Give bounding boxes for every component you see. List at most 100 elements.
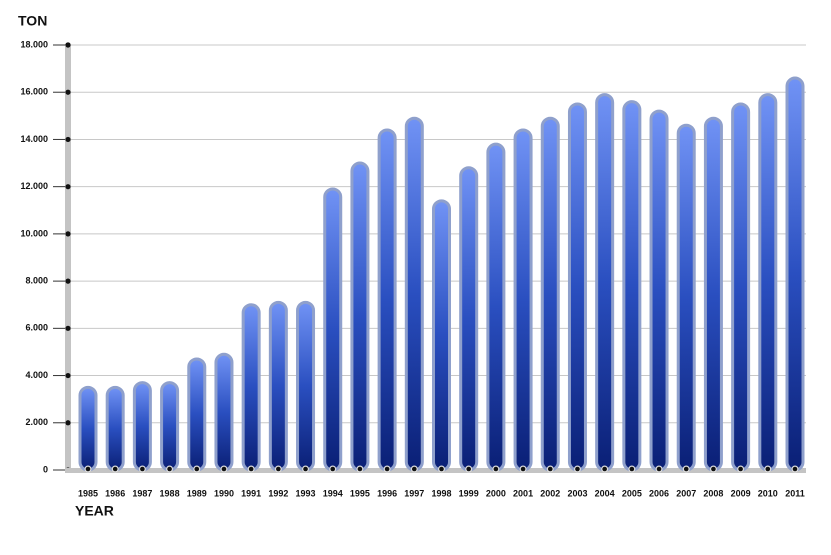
bar [241, 303, 261, 472]
base-dot [711, 466, 716, 472]
x-tick-label: 2003 [567, 488, 587, 498]
y-tick-label: 0 [43, 464, 48, 474]
base-dot [520, 466, 526, 472]
x-tick-label: 2009 [731, 488, 751, 498]
base-dot [276, 466, 281, 472]
base-dot [439, 466, 444, 472]
x-tick-label: 1990 [214, 488, 234, 498]
y-tick-label: 4.000 [25, 370, 48, 380]
base-dot [303, 466, 308, 472]
bar [187, 357, 207, 472]
base-dot [493, 466, 499, 472]
base-dot [330, 466, 336, 472]
base-dot [248, 466, 254, 472]
base-dot [140, 466, 145, 472]
x-tick-label: 2000 [486, 488, 506, 498]
y-tick-dot [65, 231, 71, 237]
base-dot [602, 466, 607, 472]
y-tick-label: 2.000 [25, 417, 48, 427]
bar [323, 187, 343, 472]
y-tick-dot [65, 89, 71, 95]
x-tick-label: 1999 [459, 488, 479, 498]
x-tick-label: 1995 [350, 488, 370, 498]
bar [486, 142, 506, 472]
x-tick-label: 1998 [431, 488, 451, 498]
base-dot [629, 466, 635, 472]
y-axis [65, 45, 71, 470]
x-tick-label: 2001 [513, 488, 533, 498]
base-dot [85, 466, 91, 472]
x-tick-label: 1991 [241, 488, 261, 498]
bar [703, 116, 723, 472]
y-tick-dot [65, 42, 71, 48]
y-tick-label: 8.000 [25, 275, 48, 285]
bar [377, 128, 397, 472]
x-tick-label: 1987 [132, 488, 152, 498]
base-dot [112, 466, 118, 472]
x-tick-label: 1994 [323, 488, 343, 498]
bar [622, 100, 642, 472]
base-dot [357, 466, 363, 472]
base-dot [412, 466, 417, 472]
base-dot [466, 466, 471, 472]
x-tick-label: 2008 [703, 488, 723, 498]
x-tick-label: 2004 [595, 488, 615, 498]
x-tick-label: 2011 [785, 488, 805, 498]
bar [78, 385, 98, 472]
bar [731, 102, 751, 472]
base-dot [167, 466, 172, 472]
base-dot [738, 466, 743, 472]
y-tick-dot [65, 278, 71, 284]
x-tick-label: 1992 [268, 488, 288, 498]
y-tick-label: 18.000 [20, 39, 48, 49]
y-tick-label: 12.000 [20, 181, 48, 191]
base-dot [656, 466, 662, 472]
y-tick-dot [65, 325, 71, 331]
x-axis-title: YEAR [75, 503, 114, 519]
x-tick-label: 1986 [105, 488, 125, 498]
base-dot [221, 466, 227, 472]
y-axis-title: TON [18, 13, 47, 29]
base-dot [792, 466, 798, 472]
x-tick-label: 2010 [758, 488, 778, 498]
bar [595, 93, 615, 472]
y-tick-label: 10.000 [20, 228, 48, 238]
bar [459, 166, 479, 472]
x-tick-label: 1996 [377, 488, 397, 498]
bar [268, 300, 288, 472]
base-dot [547, 466, 553, 472]
x-tick-label: 2002 [540, 488, 560, 498]
x-tick-label: 1989 [187, 488, 207, 498]
bar [214, 352, 234, 472]
y-tick-label: 6.000 [25, 323, 48, 333]
x-tick-label: 2007 [676, 488, 696, 498]
bar [350, 161, 370, 472]
y-tick-dot [65, 136, 71, 143]
bar [649, 109, 669, 472]
base-dot [194, 466, 200, 472]
y-tick-dot [65, 372, 71, 379]
x-tick-label: 1993 [296, 488, 316, 498]
x-axis [65, 468, 806, 473]
bar [758, 93, 778, 472]
bar [567, 102, 587, 472]
base-dot [683, 466, 689, 472]
bar [432, 199, 451, 472]
y-tick-dot [65, 420, 71, 426]
y-tick-dot [65, 184, 71, 190]
x-tick-label: 1997 [404, 488, 424, 498]
bar [785, 76, 805, 472]
x-tick-label: 1985 [78, 488, 98, 498]
bar [296, 300, 316, 472]
base-dot [575, 466, 580, 472]
bar [404, 116, 424, 472]
bar [513, 128, 533, 472]
bar [676, 123, 696, 472]
bar [540, 116, 560, 472]
x-tick-label: 2006 [649, 488, 669, 498]
x-tick-label: 2005 [622, 488, 642, 498]
base-dot [765, 466, 771, 472]
bar [132, 381, 152, 472]
base-dot [384, 466, 390, 472]
